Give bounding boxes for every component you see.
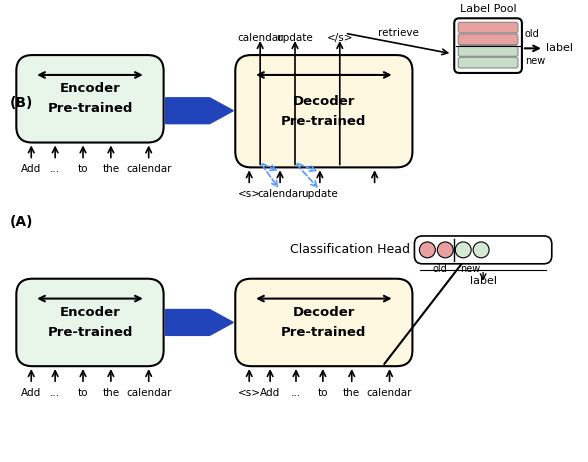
- Circle shape: [437, 242, 453, 258]
- FancyBboxPatch shape: [235, 55, 412, 167]
- Circle shape: [455, 242, 471, 258]
- Text: to: to: [318, 388, 328, 398]
- Text: the: the: [343, 388, 360, 398]
- Text: Pre-trained: Pre-trained: [281, 326, 366, 339]
- FancyBboxPatch shape: [458, 22, 518, 33]
- Text: Encoder: Encoder: [59, 306, 121, 319]
- FancyBboxPatch shape: [16, 279, 163, 366]
- Text: old: old: [433, 264, 447, 274]
- Text: update: update: [276, 33, 313, 43]
- Text: Pre-trained: Pre-trained: [47, 326, 133, 339]
- Text: Classification Head: Classification Head: [290, 243, 410, 256]
- Text: new: new: [460, 264, 480, 274]
- Text: ...: ...: [50, 388, 60, 398]
- Text: calendar: calendar: [367, 388, 412, 398]
- Text: Add: Add: [260, 388, 280, 398]
- Text: calendar: calendar: [258, 189, 303, 199]
- Text: Label Pool: Label Pool: [460, 4, 516, 14]
- Text: calendar: calendar: [238, 33, 283, 43]
- Polygon shape: [166, 98, 233, 124]
- Text: Pre-trained: Pre-trained: [47, 102, 133, 115]
- Text: ...: ...: [291, 388, 301, 398]
- Text: Add: Add: [21, 388, 41, 398]
- FancyBboxPatch shape: [415, 236, 552, 264]
- Text: retrieve: retrieve: [378, 28, 419, 38]
- Polygon shape: [166, 310, 233, 335]
- Text: </s>: </s>: [326, 33, 353, 43]
- FancyBboxPatch shape: [458, 34, 518, 45]
- Text: the: the: [102, 388, 119, 398]
- Text: Add: Add: [21, 164, 41, 174]
- Circle shape: [473, 242, 489, 258]
- FancyBboxPatch shape: [16, 55, 163, 143]
- FancyBboxPatch shape: [458, 46, 518, 56]
- Text: to: to: [78, 388, 88, 398]
- Text: (B): (B): [9, 96, 33, 110]
- Text: calendar: calendar: [126, 164, 172, 174]
- Text: calendar: calendar: [126, 388, 172, 398]
- Text: label: label: [546, 43, 573, 53]
- Text: Pre-trained: Pre-trained: [281, 115, 366, 128]
- Text: Decoder: Decoder: [293, 306, 355, 319]
- FancyBboxPatch shape: [458, 57, 518, 68]
- Text: Encoder: Encoder: [59, 82, 121, 95]
- Text: <s>: <s>: [238, 189, 260, 199]
- Text: to: to: [78, 164, 88, 174]
- Text: the: the: [102, 164, 119, 174]
- Text: update: update: [302, 189, 338, 199]
- FancyBboxPatch shape: [235, 279, 412, 366]
- Text: new: new: [525, 56, 545, 66]
- Text: old: old: [525, 29, 540, 39]
- Text: ...: ...: [50, 164, 60, 174]
- Text: Decoder: Decoder: [293, 95, 355, 108]
- Text: (A): (A): [9, 215, 33, 229]
- Text: label: label: [470, 276, 497, 286]
- Text: <s>: <s>: [238, 388, 260, 398]
- Circle shape: [419, 242, 435, 258]
